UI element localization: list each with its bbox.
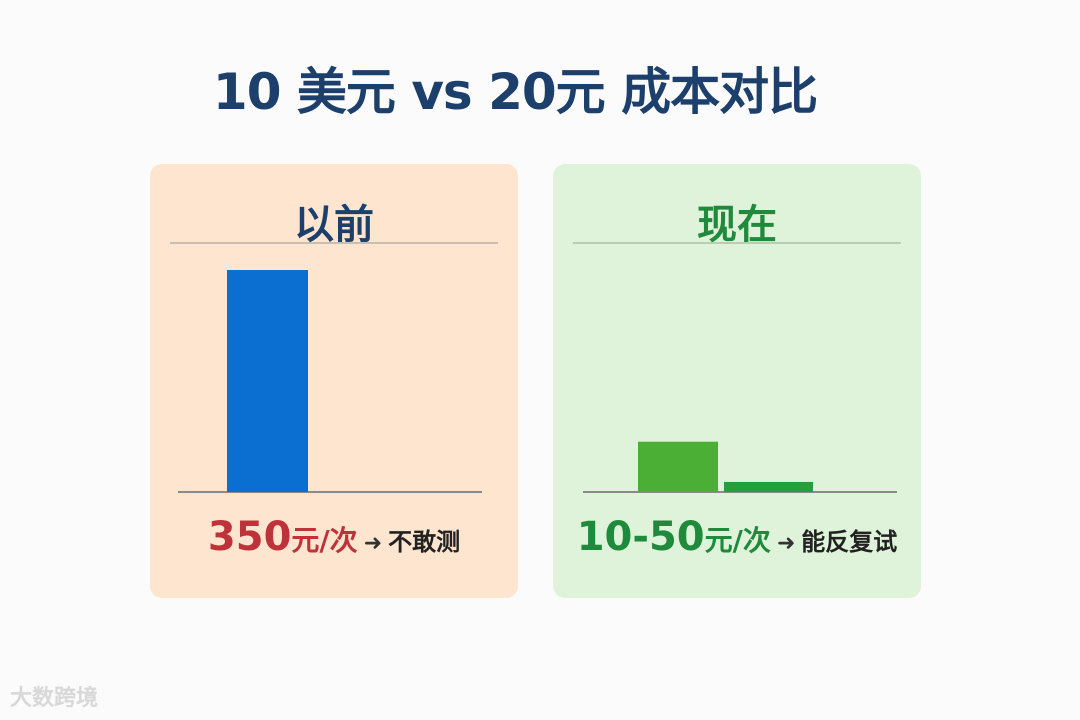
now-bar-chart [583,441,897,493]
chart-bar [227,270,308,492]
now-divider [573,242,901,244]
page-title: 10 美元 vs 20元 成本对比 [212,63,818,121]
now-card: 现在 10-50元/次 ➜ 能反复试 [553,164,921,598]
now-caption: 10-50元/次 ➜ 能反复试 [553,514,921,560]
before-divider [170,242,498,244]
watermark-logo: 大数跨境 [10,680,98,712]
before-caption: 350元/次 ➜ 不敢测 [150,514,518,560]
chart-bar [638,441,718,492]
arrow-icon: ➜ [363,531,383,556]
before-note: 不敢测 [388,528,461,556]
before-price: 350 [207,514,292,560]
now-unit: 元/次 [704,524,771,557]
chart-bar [724,481,813,492]
now-note: 能反复试 [801,528,898,556]
arrow-icon: ➜ [776,531,796,556]
before-unit: 元/次 [291,524,358,557]
now-title: 现在 [697,202,777,248]
before-title: 以前 [294,202,374,248]
before-card: 以前 350元/次 ➜ 不敢测 [150,164,518,598]
now-price: 10-50 [576,514,705,560]
watermark-text: 大数跨境 [10,686,99,711]
before-bar-chart [178,270,482,493]
